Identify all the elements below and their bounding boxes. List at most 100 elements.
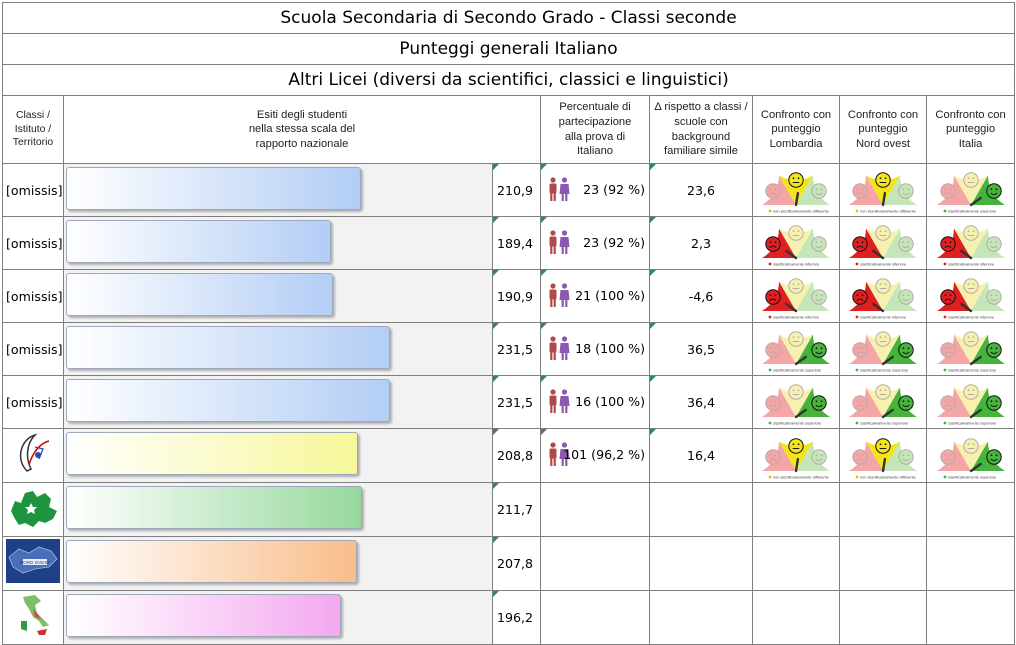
comparison-gauge-nonsig: non significativamente differente [849,437,917,479]
comparison-nordovest: significativamente inferiore [839,269,927,323]
participation-cell [540,590,650,645]
comparison-gauge-nonsig: non significativamente differente [762,437,830,479]
row-label: [omissis] [2,216,64,270]
comparison-italia: significativamente superiore [925,163,1016,217]
students-icon [549,442,570,466]
score-bar [66,379,390,422]
score-bar-cell [63,163,493,217]
score-bar [66,594,341,637]
comparison-gauge-sup: significativamente superiore [936,437,1005,479]
comparison-nordovest: significativamente inferiore [839,216,927,270]
table-row: 208,8 101 (96,2 %) 16,4 non significativame… [2,428,1016,483]
comparison-nordovest: significativamente superiore [839,375,927,429]
comparison-gauge-inf: significativamente inferiore [849,225,917,266]
participation-cell: 23 (92 %) [540,216,650,270]
comparison-gauge-sup: significativamente superiore [936,331,1005,372]
gauge-legend-text: significativamente superiore [948,367,996,372]
score-bar-cell [63,322,493,376]
row-icon-cell [2,482,64,537]
gauge-legend-text: significativamente inferiore [773,261,819,266]
col-header-lombardia: Confronto con punteggio Lombardia [752,95,840,164]
gauge-legend-text: significativamente superiore [773,420,821,425]
score-bar-cell [63,216,493,270]
comparison-lombardia [752,482,840,537]
table-row: 196,2 [2,590,1016,645]
comparison-lombardia [752,536,840,591]
students-icon [549,389,570,413]
row-label: [omissis] [2,163,64,217]
score-value: 189,4 [492,216,541,270]
delta-value [649,482,753,537]
comparison-lombardia: significativamente inferiore [752,269,840,323]
score-value: 211,7 [492,482,541,537]
participation-value: 23 (92 %) [583,235,645,250]
table-row: [omissis] 231,5 16 (100 %) 36,4 significativ… [2,375,1016,429]
comparison-gauge-inf: significativamente inferiore [762,225,830,266]
gauge-legend-text: significativamente inferiore [860,314,906,319]
score-bar-cell [63,428,493,483]
gauge-legend-text: significativamente superiore [948,474,996,479]
delta-value [649,536,753,591]
row-icon-cell: NORD OVEST [2,536,64,591]
score-bar [66,432,358,475]
comparison-gauge-sup: significativamente superiore [936,384,1005,425]
nord-ovest-label: NORD OVEST [20,560,51,565]
comparison-gauge-inf: significativamente inferiore [762,278,830,319]
gauge-legend-text: significativamente superiore [860,420,908,425]
lombardia-map-icon [11,491,57,527]
col-header-esiti: Esiti degli studenti nella stessa scala d… [63,95,541,164]
participation-cell: 16 (100 %) [540,375,650,429]
comparison-nordovest [839,590,927,645]
score-value: 207,8 [492,536,541,591]
comparison-italia [925,590,1016,645]
col-header-classi: Classi / Istituto / Territorio [2,95,64,164]
delta-value [649,590,753,645]
comparison-lombardia: significativamente superiore [752,322,840,376]
comparison-nordovest: non significativamente differente [839,163,927,217]
gauge-legend-text: significativamente superiore [860,367,908,372]
participation-value: 16 (100 %) [575,394,645,409]
comparison-gauge-sup: significativamente superiore [762,331,830,372]
comparison-italia [925,536,1016,591]
participation-cell: 21 (100 %) [540,269,650,323]
gauge-legend-text: non significativamente differente [773,474,829,479]
gauge-legend-text: significativamente inferiore [948,261,994,266]
score-bar [66,486,362,529]
comparison-italia: significativamente superiore [925,322,1016,376]
participation-cell [540,536,650,591]
gauge-legend-text: significativamente inferiore [773,314,819,319]
comparison-gauge-sup: significativamente superiore [849,384,917,425]
score-bar [66,326,390,369]
comparison-italia: significativamente inferiore [925,269,1016,323]
delta-value: 36,4 [649,375,753,429]
comparison-italia: significativamente superiore [925,375,1016,429]
gauge-legend-text: non significativamente differente [773,208,829,213]
gauge-legend-text: significativamente superiore [773,367,821,372]
column-header-row: Classi / Istituto / Territorio Esiti degli… [2,95,1016,164]
comparison-nordovest [839,482,927,537]
delta-value: 2,3 [649,216,753,270]
students-icon [549,283,570,307]
participation-cell: 23 (92 %) [540,163,650,217]
col-header-delta: Δ rispetto a classi / scuole con backgroun… [649,95,753,164]
score-bar-cell [63,375,493,429]
score-bar [66,167,361,210]
table-row: NORD OVEST 207,8 [2,536,1016,591]
score-bar-cell [63,590,493,645]
comparison-lombardia: non significativamente differente [752,428,840,483]
row-icon-cell [2,428,64,483]
row-label: [omissis] [2,269,64,323]
students-icon [549,177,570,201]
row-label: [omissis] [2,322,64,376]
score-bar [66,220,331,263]
gauge-legend-text: non significativamente differente [860,208,916,213]
participation-value: 18 (100 %) [575,341,645,356]
comparison-lombardia: significativamente superiore [752,375,840,429]
comparison-gauge-sup: significativamente superiore [936,172,1005,213]
comparison-lombardia: significativamente inferiore [752,216,840,270]
gauge-legend-text: non significativamente differente [860,474,916,479]
participation-cell: 18 (100 %) [540,322,650,376]
score-bar [66,273,333,316]
score-value: 231,5 [492,375,541,429]
